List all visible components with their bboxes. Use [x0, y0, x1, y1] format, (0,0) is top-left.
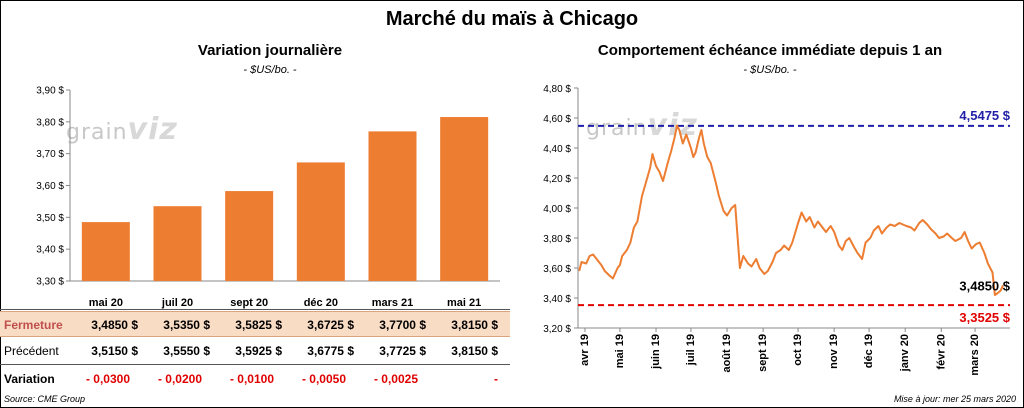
variation-value-dec-20: - 0,0050	[301, 372, 346, 386]
left-chart-title: Variation journalière	[197, 42, 343, 59]
x-tick-label: août 19	[721, 334, 733, 373]
y-tick-label: 3,40 $	[543, 294, 571, 305]
table-top-rule	[0, 309, 510, 310]
y-tick-label: 3,20 $	[543, 324, 571, 335]
last-value-label: 3,4850 $	[959, 278, 1010, 293]
x-tick-label: nov 19	[828, 334, 840, 369]
previous-value-mai-21: 3,8150 $	[451, 344, 498, 358]
x-category-label: juil 20	[161, 297, 193, 309]
row-label: Variation	[4, 372, 55, 386]
table-row-variation: Variation - 0,0300 - 0,0200 - 0,0100 - 0…	[0, 366, 510, 392]
y-tick-label: 4,60 $	[543, 114, 571, 125]
series-line	[578, 124, 1004, 296]
x-tick-label: avr 19	[579, 334, 591, 366]
variation-value-mai-20: - 0,0300	[85, 372, 130, 386]
x-tick-label: déc 19	[863, 334, 875, 368]
row-label: Fermeture	[4, 318, 63, 332]
low-reference-label: 3,3525 $	[959, 310, 1010, 325]
left-chart-units: - $US/bo. -	[243, 64, 297, 76]
x-tick-label: juin 19	[650, 334, 662, 370]
close-value-mai-21: 3,8150 $	[451, 318, 498, 332]
close-value-mars-21: 3,7700 $	[379, 318, 426, 332]
x-tick-label: juil 19	[685, 334, 697, 366]
previous-value-mai-20: 3,5150 $	[91, 344, 138, 358]
previous-value-juil-20: 3,5550 $	[163, 344, 210, 358]
table-mid-rule	[0, 364, 510, 365]
previous-value-sept-20: 3,5925 $	[235, 344, 282, 358]
x-tick-label: sept 19	[757, 334, 769, 372]
close-value-dec-20: 3,6725 $	[307, 318, 354, 332]
x-category-label: mars 21	[372, 297, 414, 309]
close-value-mai-20: 3,4850 $	[91, 318, 138, 332]
bar	[440, 117, 489, 281]
x-category-label: sept 20	[230, 297, 268, 309]
bar	[225, 191, 274, 281]
y-tick-label: 3,60 $	[543, 264, 571, 275]
y-tick-label: 3,70 $	[36, 149, 64, 160]
source-note: Source: CME Group	[4, 394, 86, 404]
y-tick-label: 3,60 $	[36, 181, 64, 192]
close-value-juil-20: 3,5350 $	[163, 318, 210, 332]
left-watermark-logo: grainviz	[66, 112, 178, 147]
x-tick-label: oct 19	[792, 334, 804, 366]
y-tick-label: 3,40 $	[36, 245, 64, 256]
y-tick-label: 4,00 $	[543, 204, 571, 215]
close-value-sept-20: 3,5825 $	[235, 318, 282, 332]
x-category-label: mai 21	[447, 297, 481, 309]
variation-value-juil-20: - 0,0200	[157, 372, 202, 386]
previous-value-mars-21: 3,7725 $	[379, 344, 426, 358]
bar	[153, 206, 202, 281]
variation-value-mars-21: - 0,0025	[373, 372, 418, 386]
x-tick-label: mai 19	[614, 334, 626, 368]
y-tick-label: 3,90 $	[36, 86, 64, 97]
previous-value-dec-20: 3,6775 $	[307, 344, 354, 358]
x-category-label: déc 20	[304, 297, 338, 309]
page-title: Marché du maïs à Chicago	[385, 8, 639, 30]
x-tick-label: févr 20	[935, 334, 947, 369]
y-tick-label: 4,80 $	[543, 84, 571, 95]
high-reference-label: 4,5475 $	[959, 108, 1010, 123]
bar	[368, 131, 417, 281]
x-category-label: mai 20	[89, 297, 123, 309]
x-tick-label: mars 20	[969, 334, 981, 376]
update-note: Mise à jour: mer 25 mars 2020	[893, 394, 1016, 404]
y-tick-label: 3,30 $	[36, 277, 64, 288]
table-row-previous: Précédent 3,5150 $ 3,5550 $ 3,5925 $ 3,6…	[0, 338, 510, 364]
table-row-close: Fermeture 3,4850 $ 3,5350 $ 3,5825 $ 3,6…	[0, 311, 510, 337]
x-tick-label: janv 20	[899, 334, 911, 372]
y-tick-label: 3,50 $	[36, 213, 64, 224]
bar	[81, 222, 130, 281]
right-chart-units: - $US/bo. -	[743, 64, 797, 76]
y-tick-label: 3,80 $	[543, 234, 571, 245]
variation-value-sept-20: - 0,0100	[229, 372, 274, 386]
bar	[296, 162, 345, 281]
y-tick-label: 4,20 $	[543, 174, 571, 185]
right-chart-title: Comportement échéance immédiate depuis 1…	[597, 42, 943, 59]
y-tick-label: 3,80 $	[36, 117, 64, 128]
variation-value-mai-21: -	[494, 372, 498, 386]
row-label: Précédent	[4, 344, 59, 358]
y-tick-label: 4,40 $	[543, 144, 571, 155]
